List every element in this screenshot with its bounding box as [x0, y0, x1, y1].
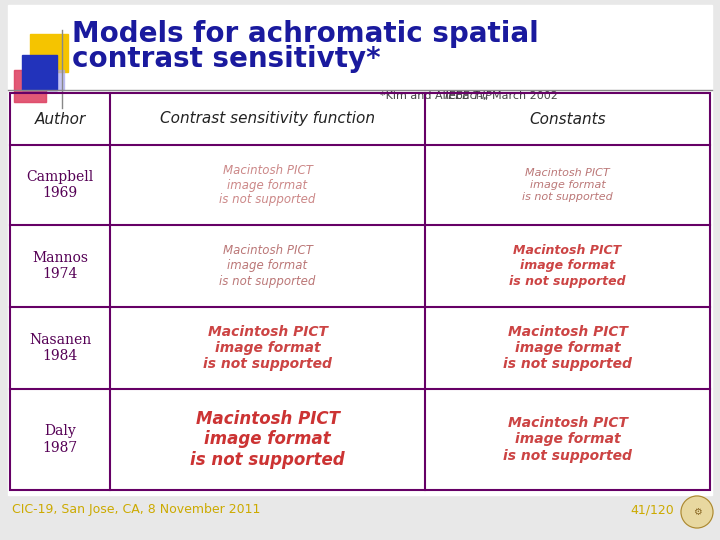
- Text: Macintosh PICT
image format
is not supported: Macintosh PICT image format is not suppo…: [220, 164, 315, 206]
- Bar: [22, 55, 57, 90]
- Text: ⚙: ⚙: [693, 507, 701, 517]
- Text: Author: Author: [35, 111, 86, 126]
- Text: CIC-19, San Jose, CA, 8 November 2011: CIC-19, San Jose, CA, 8 November 2011: [12, 503, 261, 516]
- Text: *Kim and Allebach,: *Kim and Allebach,: [380, 91, 490, 101]
- Bar: [30, 34, 68, 72]
- Text: Campbell
1969: Campbell 1969: [27, 170, 94, 200]
- Text: Contrast sensitivity function: Contrast sensitivity function: [160, 111, 375, 126]
- Circle shape: [681, 496, 713, 528]
- Text: Macintosh PICT
image format
is not supported: Macintosh PICT image format is not suppo…: [522, 168, 613, 201]
- Text: Macintosh PICT
image format
is not supported: Macintosh PICT image format is not suppo…: [503, 325, 632, 371]
- Text: Constants: Constants: [529, 111, 606, 126]
- Text: Models for achromatic spatial: Models for achromatic spatial: [72, 20, 539, 48]
- Bar: [44, 70, 64, 90]
- Text: Daly
1987: Daly 1987: [42, 424, 78, 455]
- Text: Macintosh PICT
image format
is not supported: Macintosh PICT image format is not suppo…: [509, 245, 626, 287]
- Text: Nasanen
1984: Nasanen 1984: [29, 333, 91, 363]
- Text: Macintosh PICT
image format
is not supported: Macintosh PICT image format is not suppo…: [220, 245, 315, 287]
- Text: IEEE T-IP: IEEE T-IP: [445, 91, 492, 101]
- Bar: [10, 93, 710, 490]
- Text: , March 2002: , March 2002: [485, 91, 558, 101]
- Text: Macintosh PICT
image format
is not supported: Macintosh PICT image format is not suppo…: [203, 325, 332, 371]
- Bar: [14, 70, 46, 102]
- Text: Mannos
1974: Mannos 1974: [32, 251, 88, 281]
- Text: Macintosh PICT
image format
is not supported: Macintosh PICT image format is not suppo…: [503, 416, 632, 463]
- Text: 41/120: 41/120: [630, 503, 674, 516]
- Text: Macintosh PICT
image format
is not supported: Macintosh PICT image format is not suppo…: [190, 410, 345, 469]
- Bar: [14, 70, 46, 102]
- Text: contrast sensitivty*: contrast sensitivty*: [72, 45, 381, 73]
